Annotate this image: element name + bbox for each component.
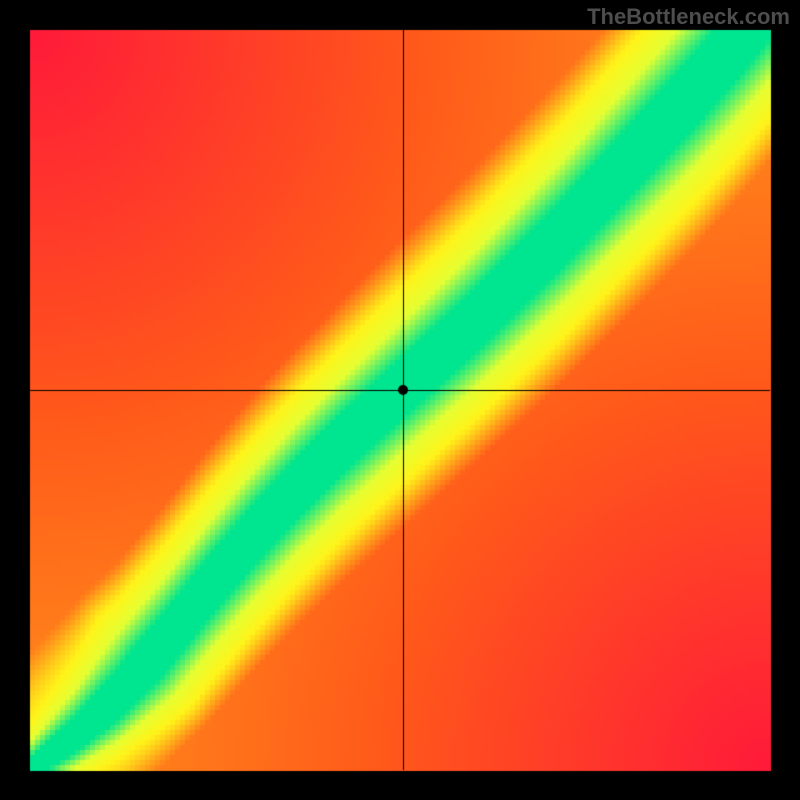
chart-container: TheBottleneck.com	[0, 0, 800, 800]
watermark-text: TheBottleneck.com	[587, 0, 800, 30]
bottleneck-heatmap	[0, 0, 800, 800]
